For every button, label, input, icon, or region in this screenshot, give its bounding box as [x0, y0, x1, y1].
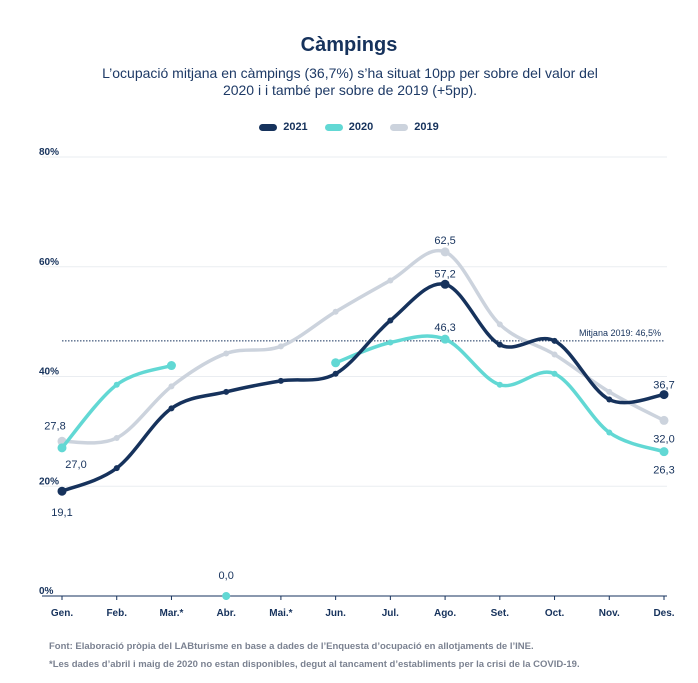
data-point-2021	[113, 465, 120, 472]
reference-line-label: Mitjana 2019: 46,5%	[579, 328, 661, 338]
data-point-2021	[659, 390, 669, 400]
y-tick-label: 80%	[39, 147, 59, 158]
data-label-2021: 57,2	[434, 268, 455, 280]
data-point-2020	[222, 592, 231, 600]
data-label-2020: 46,3	[434, 322, 455, 334]
x-tick-label: Set.	[491, 608, 510, 619]
footnotes: Font: Elaboració pròpia del LABturisme e…	[49, 638, 580, 674]
y-tick-label: 40%	[39, 367, 59, 378]
y-tick-label: 60%	[39, 257, 59, 268]
data-point-2020	[57, 443, 67, 453]
data-point-2020	[440, 334, 450, 344]
legend-item-2019[interactable]: 2019	[390, 121, 439, 133]
source-note: Font: Elaboració pròpia del LABturisme e…	[49, 641, 534, 652]
x-tick-label: Feb.	[106, 608, 127, 619]
data-point-2019	[113, 434, 120, 441]
data-point-2019	[387, 277, 394, 284]
x-tick-label: Gen.	[51, 608, 73, 619]
chart-title: Càmpings	[300, 34, 398, 56]
x-tick-label: Des.	[653, 608, 674, 619]
data-point-2019	[606, 388, 613, 395]
data-point-2020	[496, 381, 503, 388]
legend-item-2021[interactable]: 2021	[259, 121, 308, 133]
data-point-2019	[496, 321, 503, 328]
data-point-2020	[387, 339, 394, 346]
data-point-2020	[166, 361, 176, 371]
data-point-2020	[606, 429, 613, 436]
chart-subtitle: L’ocupació mitjana en càmpings (36,7%) s…	[100, 65, 600, 99]
data-point-2021	[551, 337, 558, 344]
legend-swatch-2019	[390, 123, 409, 131]
data-label-2019: 62,5	[434, 235, 455, 247]
data-point-2020	[331, 358, 341, 368]
data-point-2019	[659, 415, 669, 425]
data-point-2020	[551, 370, 558, 377]
x-tick-label: Jul.	[382, 608, 399, 619]
data-point-2021	[387, 317, 394, 324]
x-tick-label: Mai.*	[269, 608, 292, 619]
data-point-2020	[113, 381, 120, 388]
x-tick-label: Abr.	[216, 608, 236, 619]
data-point-2021	[440, 279, 450, 289]
data-point-2019	[332, 308, 339, 315]
series-line-2021	[60, 282, 666, 493]
legend-label-2021: 2021	[283, 121, 308, 133]
x-tick-label: Jun.	[325, 608, 346, 619]
x-tick-label: Nov.	[599, 608, 620, 619]
data-point-2019	[277, 343, 284, 350]
data-point-2021	[223, 388, 230, 395]
data-point-2019	[551, 351, 558, 358]
legend-label-2019: 2019	[414, 121, 439, 133]
data-label-2019: 32,0	[653, 433, 674, 445]
data-label-2019: 27,8	[44, 420, 65, 432]
y-tick-label: 20%	[39, 476, 59, 487]
legend-swatch-2021	[259, 123, 278, 131]
data-point-2021	[606, 396, 613, 403]
data-point-2021	[168, 405, 175, 412]
data-point-2020	[659, 447, 669, 457]
data-label-2021: 19,1	[51, 507, 72, 519]
data-point-2021	[332, 370, 339, 377]
data-point-2019	[168, 383, 175, 390]
legend-item-2020[interactable]: 2020	[324, 121, 374, 133]
legend-swatch-2020	[324, 123, 343, 131]
legend-label-2020: 2020	[348, 121, 374, 133]
chart-legend: 2021 2020 2019	[0, 121, 698, 134]
subtitle-line-2: 2020 i i també per sobre de 2019 (+5pp).	[222, 82, 478, 98]
y-tick-label: 0%	[39, 586, 54, 597]
data-point-2019	[440, 247, 450, 257]
data-point-2021	[57, 486, 67, 496]
data-label-2020: 27,0	[65, 459, 86, 471]
x-tick-label: Oct.	[545, 608, 565, 619]
data-point-2019	[223, 350, 230, 357]
x-tick-label: Mar.*	[160, 608, 184, 619]
data-label-2021: 36,7	[653, 380, 674, 392]
x-tick-label: Ago.	[434, 608, 456, 619]
data-label-2020: 26,3	[653, 465, 674, 477]
covid-note: *Les dades d’abril i maig de 2020 no est…	[49, 659, 580, 670]
data-point-2021	[277, 377, 284, 384]
data-point-2021	[496, 341, 503, 348]
subtitle-line-1: L’ocupació mitjana en càmpings (36,7%) s…	[102, 65, 598, 81]
data-label-2020: 0,0	[219, 570, 234, 582]
